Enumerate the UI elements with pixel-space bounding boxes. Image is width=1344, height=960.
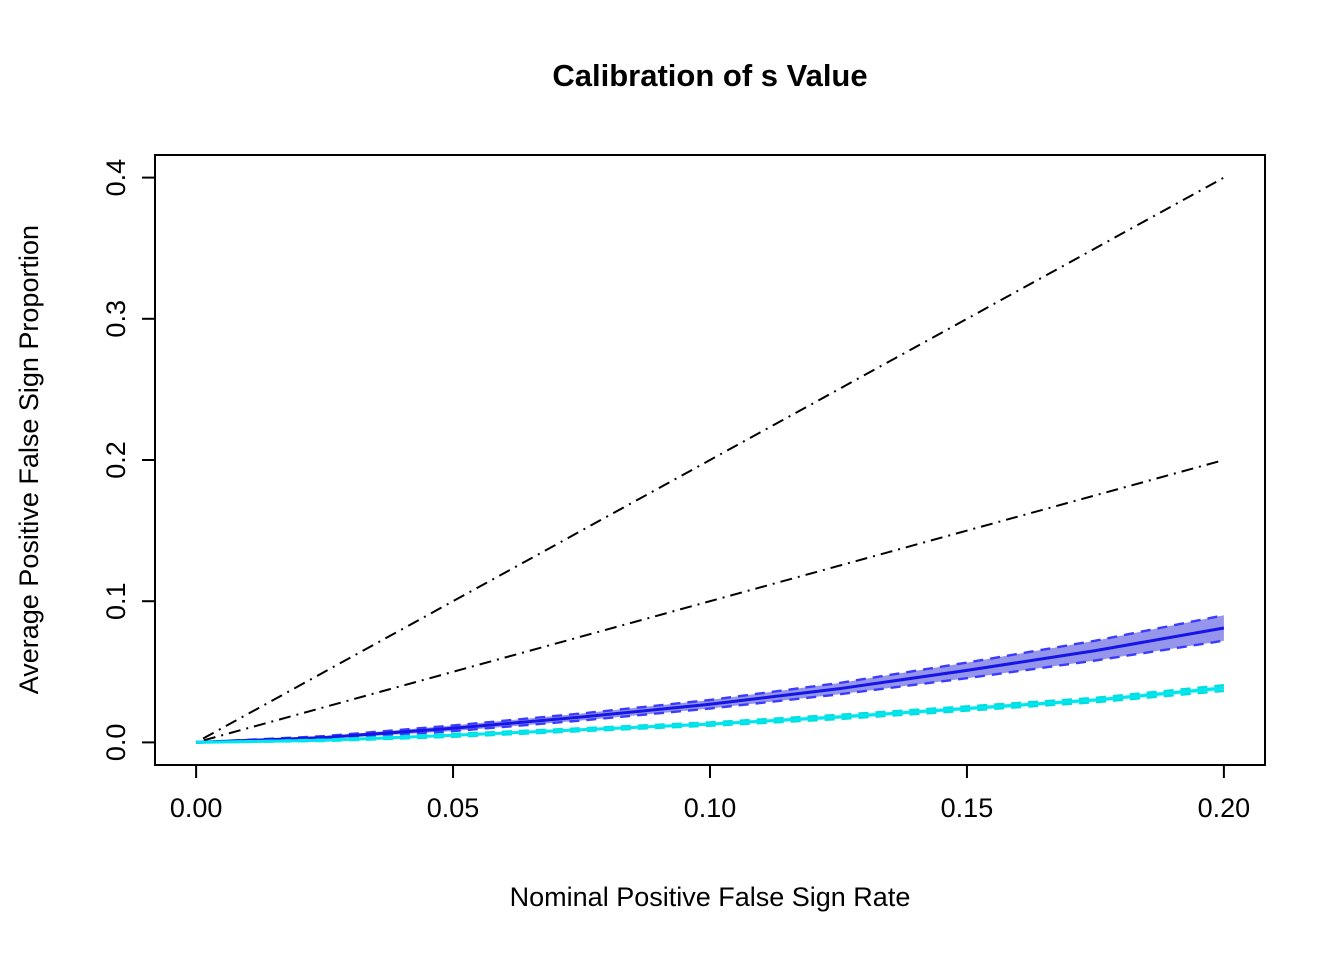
x-tick-label: 0.00 [170, 793, 223, 823]
y-tick-label: 0.3 [101, 300, 131, 338]
y-tick-label: 0.1 [101, 582, 131, 620]
twice-nominal-reference-line [195, 176, 1225, 744]
svalue-blue-mean-line [196, 626, 1225, 744]
chart-title: Calibration of s Value [552, 58, 868, 93]
svalue-blue-lower-edge [196, 639, 1225, 744]
identity-reference-line [195, 459, 1225, 744]
y-tick-label: 0.0 [101, 724, 131, 762]
y-tick-label: 0.2 [101, 441, 131, 479]
svalue-blue-upper-edge [196, 614, 1225, 744]
svalue-cyan-mean-line [196, 686, 1225, 744]
x-tick-label: 0.10 [684, 793, 737, 823]
y-tick-label: 0.4 [101, 159, 131, 197]
x-tick-label: 0.05 [427, 793, 480, 823]
x-tick-label: 0.15 [941, 793, 994, 823]
x-axis-label: Nominal Positive False Sign Rate [509, 882, 911, 912]
x-tick-label: 0.20 [1198, 793, 1251, 823]
